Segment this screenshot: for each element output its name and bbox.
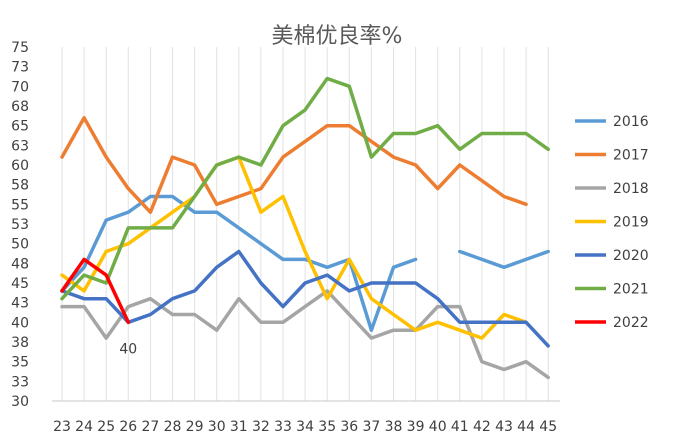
legend-label-2022: 2022	[613, 315, 649, 331]
x-tick-label: 35	[318, 419, 336, 435]
x-tick-label: 45	[539, 419, 557, 435]
series-line-2016	[458, 249, 550, 270]
x-tick-label: 42	[473, 419, 491, 435]
x-tick-label: 40	[429, 419, 447, 435]
chart-title: 美棉优良率%	[271, 24, 403, 49]
x-tick-label: 41	[451, 419, 469, 435]
legend-label-2019: 2019	[613, 215, 649, 231]
series-line-2021	[60, 76, 550, 301]
x-tick-label: 26	[119, 419, 137, 435]
x-tick-label: 25	[97, 419, 115, 435]
x-tick-label: 31	[230, 419, 248, 435]
y-tick-label: 45	[11, 276, 29, 292]
x-tick-label: 34	[296, 419, 314, 435]
series-line-2016	[60, 194, 418, 332]
y-tick-label: 58	[11, 178, 29, 194]
x-tick-label: 23	[53, 419, 71, 435]
x-tick-label: 32	[252, 419, 270, 435]
x-tick-label: 39	[407, 419, 425, 435]
data-label: 40	[119, 341, 137, 357]
y-tick-label: 70	[11, 79, 29, 95]
y-tick-label: 65	[11, 119, 29, 135]
x-tick-label: 30	[208, 419, 226, 435]
x-tick-label: 27	[141, 419, 159, 435]
series-line-2020	[60, 249, 550, 348]
series-line-2022	[60, 257, 131, 325]
series-line-2018	[60, 289, 550, 380]
y-tick-label: 33	[11, 374, 29, 390]
y-tick-label: 60	[11, 158, 29, 174]
x-tick-label: 29	[186, 419, 204, 435]
y-tick-label: 55	[11, 197, 29, 213]
x-tick-label: 38	[385, 419, 403, 435]
legend-label-2021: 2021	[613, 282, 649, 298]
x-tick-label: 44	[517, 419, 535, 435]
legend-label-2018: 2018	[613, 181, 649, 197]
x-tick-label: 36	[340, 419, 358, 435]
legend-label-2017: 2017	[613, 148, 649, 164]
x-tick-label: 24	[75, 419, 93, 435]
y-tick-label: 43	[11, 296, 29, 312]
y-tick-label: 68	[11, 99, 29, 115]
y-tick-label: 73	[11, 60, 29, 76]
y-tick-label: 53	[11, 217, 29, 233]
y-tick-label: 40	[11, 315, 29, 331]
legend-label-2020: 2020	[613, 248, 649, 264]
x-tick-label: 33	[274, 419, 292, 435]
y-tick-label: 38	[11, 335, 29, 351]
y-tick-label: 63	[11, 138, 29, 154]
y-tick-label: 48	[11, 256, 29, 272]
y-tick-label: 35	[11, 355, 29, 371]
x-tick-label: 37	[362, 419, 380, 435]
series-line-2017	[60, 116, 528, 214]
x-tick-label: 43	[495, 419, 513, 435]
x-tick-label: 28	[164, 419, 182, 435]
y-tick-label: 50	[11, 237, 29, 253]
legend-label-2016: 2016	[613, 114, 649, 130]
y-tick-label: 75	[11, 40, 29, 56]
series-line-2019	[60, 155, 528, 340]
y-tick-label: 30	[11, 394, 29, 410]
